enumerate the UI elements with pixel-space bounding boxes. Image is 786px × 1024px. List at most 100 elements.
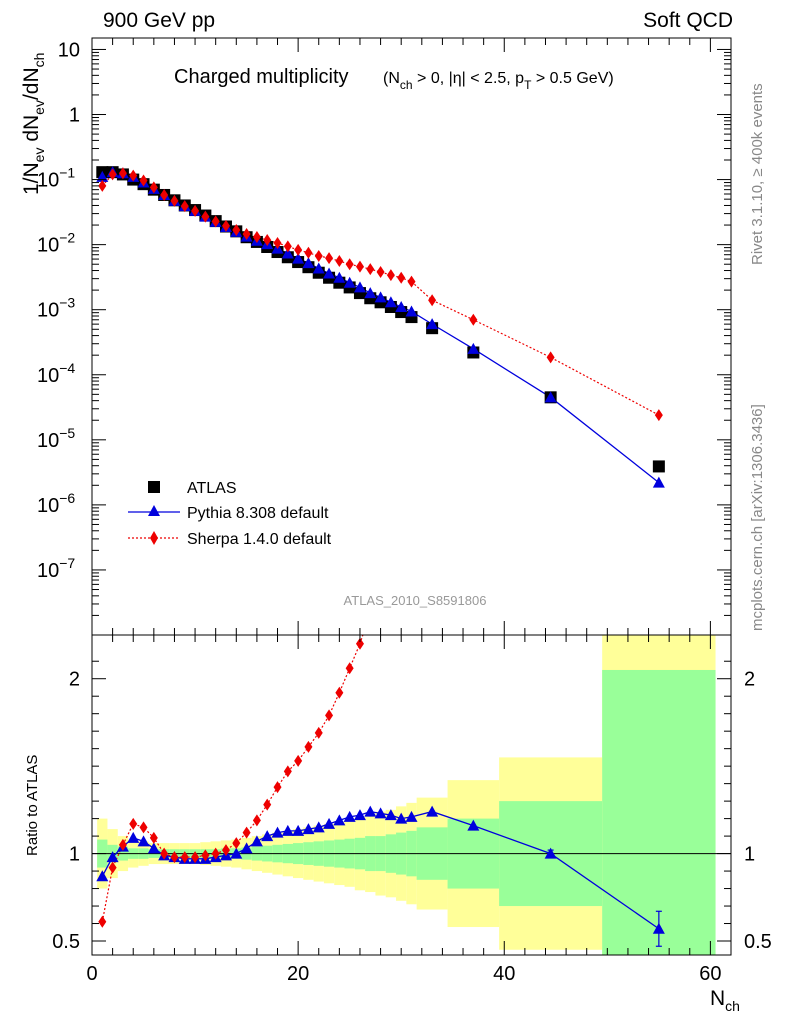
ratio-frame xyxy=(91,634,732,956)
ratio-panel: 0.5 0.51 12 20 20 40 60 Ratio to ATLAS Nch xyxy=(24,463,772,1014)
ratio-y-tick-label-left: 1 xyxy=(69,844,80,866)
x-tick-label: 0 xyxy=(86,963,97,985)
ratio-pythia-point xyxy=(405,810,418,822)
ratio-sherpa-point xyxy=(283,765,292,778)
ratio-pythia-point xyxy=(364,805,377,817)
pythia-point xyxy=(405,305,418,317)
ratio-pythia-point xyxy=(137,835,150,847)
x-tick-label: 20 xyxy=(287,963,309,985)
pythia-point xyxy=(426,318,439,330)
ratio-pythia-point xyxy=(230,847,243,859)
ratio-pythia-point xyxy=(312,821,325,833)
ratio-sherpa-point xyxy=(232,837,241,850)
ratio-pythia-point xyxy=(261,830,274,842)
pythia-point xyxy=(323,267,336,279)
ratio-pythia-point xyxy=(384,809,397,821)
main-plot-marks xyxy=(96,166,665,488)
sherpa-point xyxy=(170,194,179,207)
sherpa-point xyxy=(201,210,210,223)
analysis-id: ATLAS_2010_S8591806 xyxy=(344,593,487,608)
ratio-y-tick-label-right: 2 xyxy=(744,669,755,691)
ratio-pythia-point xyxy=(240,842,253,854)
pythia-point xyxy=(281,247,294,259)
pythia-point xyxy=(467,342,480,354)
legend-label-sherpa: Sherpa 1.4.0 default xyxy=(187,531,332,548)
ratio-pythia-point xyxy=(343,810,356,822)
ratio-sherpa-point xyxy=(469,463,477,475)
y-tick-label: 10−5 xyxy=(37,425,75,452)
pythia-point xyxy=(353,281,366,293)
ratio-y-tick-label-left: 0.5 xyxy=(52,931,80,953)
ratio-pythia-point xyxy=(292,824,305,836)
ratio-sherpa-point xyxy=(139,821,148,834)
ratio-sherpa-point xyxy=(387,536,395,548)
ratio-pythia-point xyxy=(353,809,366,821)
sherpa-point xyxy=(211,215,220,228)
ratio-sherpa-point xyxy=(377,577,385,589)
header-process: Soft QCD xyxy=(643,9,733,32)
pythia-line xyxy=(102,171,660,484)
ratio-sherpa-point xyxy=(201,849,210,862)
sherpa-point xyxy=(355,260,364,273)
ratio-pythia-point xyxy=(395,812,408,824)
ratio-sherpa-point xyxy=(160,847,169,860)
pythia-point xyxy=(395,301,408,313)
sherpa-point xyxy=(325,252,334,265)
ratio-sherpa-point xyxy=(221,844,230,857)
ratio-sherpa-point xyxy=(170,851,179,864)
ratio-sherpa-point xyxy=(263,798,272,811)
ratio-sherpa-point xyxy=(345,662,354,675)
sherpa-point xyxy=(232,223,241,236)
ratio-sherpa-point xyxy=(428,550,436,562)
ratio-pythia-point xyxy=(96,870,109,882)
ratio-pythia-point xyxy=(544,847,557,859)
sherpa-point xyxy=(397,271,406,284)
y-tick-label: 10−2 xyxy=(37,230,75,257)
x-tick-label: 60 xyxy=(699,963,721,985)
ratio-sherpa-point xyxy=(397,498,405,510)
pythia-point xyxy=(333,271,346,283)
sherpa-point xyxy=(294,243,303,256)
pythia-point xyxy=(374,291,387,303)
ratio-pythia-point xyxy=(271,826,284,838)
sherpa-point xyxy=(273,236,282,249)
header-energy: 900 GeV pp xyxy=(103,9,215,32)
ratio-sherpa-point xyxy=(252,814,261,827)
ratio-pythia-point xyxy=(106,851,119,863)
ratio-pythia-point xyxy=(333,814,346,826)
sherpa-point xyxy=(314,249,323,262)
uncertainty-band-inner xyxy=(602,669,716,955)
legend-pythia: Pythia 8.308 default xyxy=(128,505,329,522)
sherpa-point xyxy=(335,255,344,268)
sherpa-point xyxy=(469,313,478,326)
sherpa-point xyxy=(304,246,313,259)
sherpa-point xyxy=(221,219,230,232)
sherpa-point xyxy=(98,179,107,192)
pythia-point xyxy=(384,296,397,308)
ratio-y-tick-label-right: 1 xyxy=(744,844,755,866)
ratio-y-tick-label-right: 0.5 xyxy=(744,931,772,953)
y-tick-label: 10 xyxy=(58,39,80,61)
pythia-point xyxy=(292,252,305,264)
sherpa-point xyxy=(118,167,127,180)
ratio-sherpa-point xyxy=(191,851,200,864)
rivet-info: Rivet 3.1.10, ≥ 400k events xyxy=(749,83,766,265)
ratio-sherpa-point xyxy=(108,861,117,874)
ratio-sherpa-point xyxy=(211,847,220,860)
ratio-plot-marks xyxy=(92,463,731,955)
ratio-pythia-point xyxy=(426,805,439,817)
main-axis-ticks: 10 1 10−1 10−2 10−3 10−4 10−5 10−6 10−7 xyxy=(37,38,732,636)
ratio-sherpa-point xyxy=(366,606,374,618)
sherpa-point xyxy=(654,409,663,422)
sherpa-point xyxy=(149,181,158,194)
ratio-ylabel: Ratio to ATLAS xyxy=(24,755,41,856)
ratio-pythia-point xyxy=(281,824,294,836)
ratio-sherpa-point xyxy=(335,686,344,699)
ratio-axis-ticks: 0.5 0.51 12 20 20 40 60 xyxy=(52,635,772,985)
sherpa-point xyxy=(263,233,272,246)
y-tick-label: 10−3 xyxy=(37,295,75,322)
pythia-point xyxy=(312,262,325,274)
sherpa-point xyxy=(108,168,117,181)
ratio-sherpa-point xyxy=(98,915,107,928)
legend-sherpa: Sherpa 1.4.0 default xyxy=(128,531,332,548)
